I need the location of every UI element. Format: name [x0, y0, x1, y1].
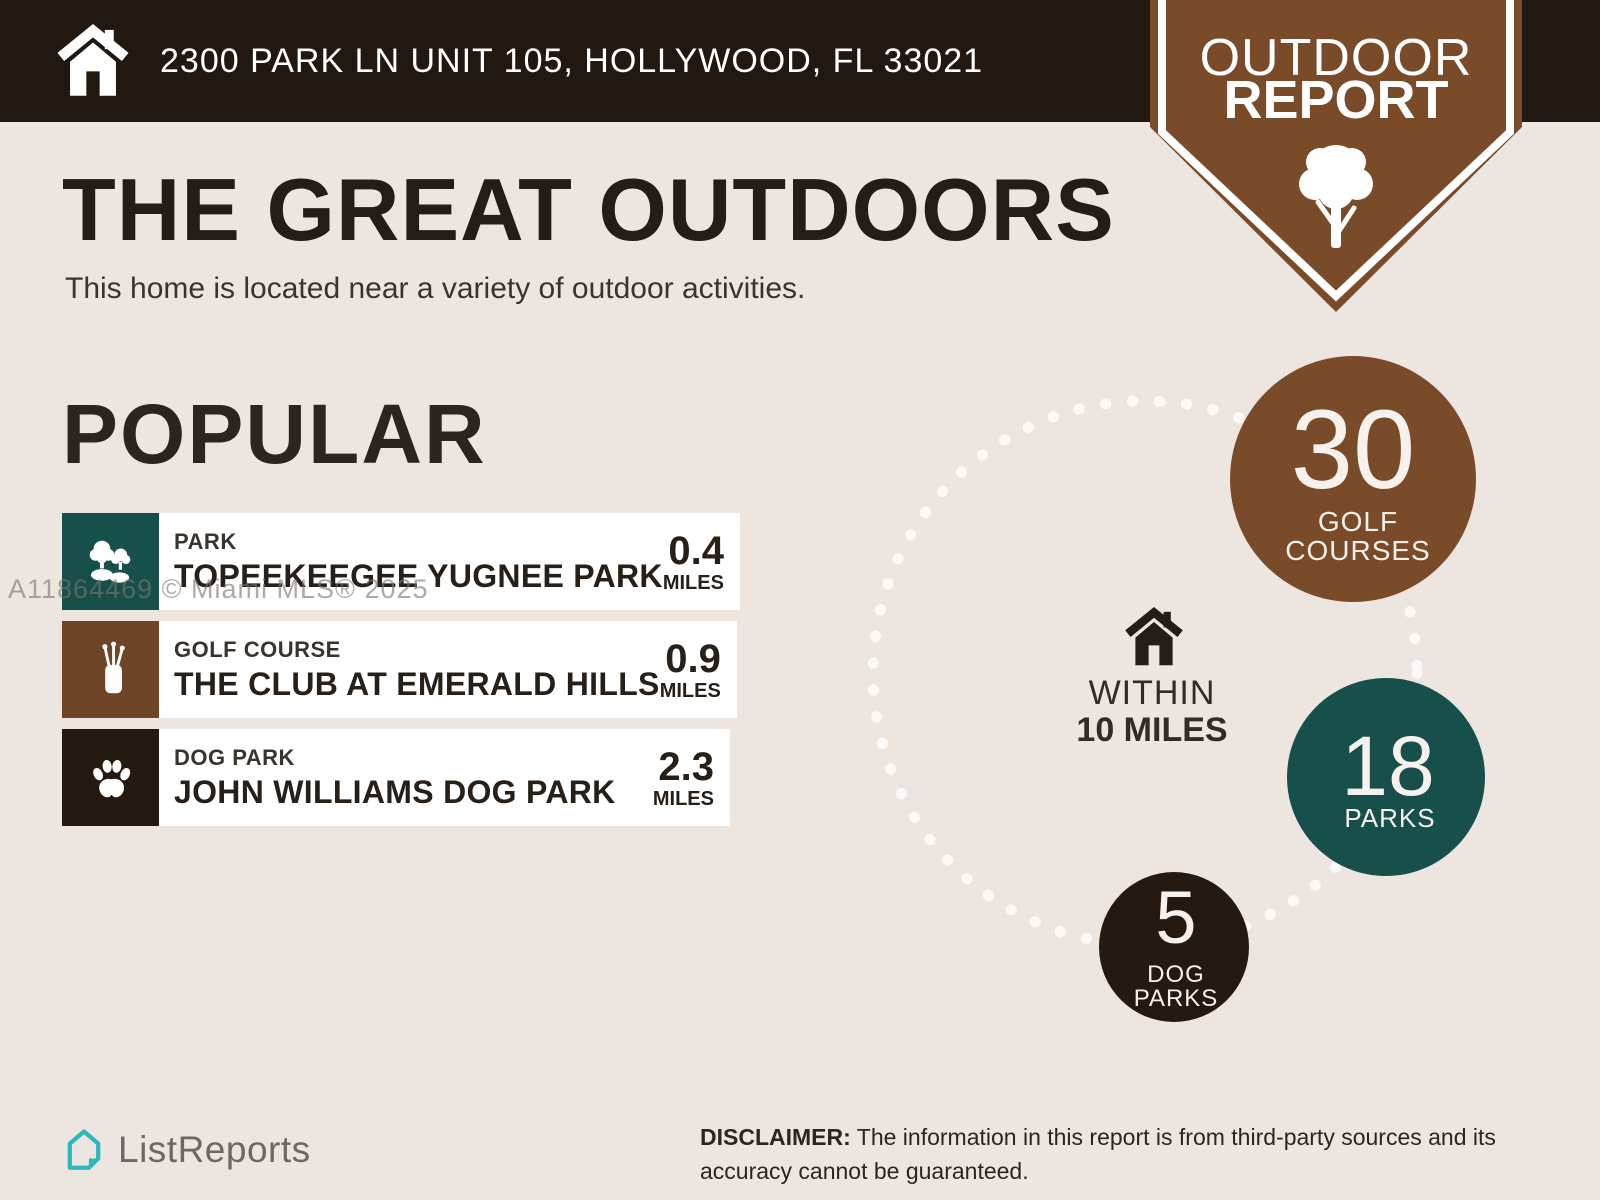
listreports-logo: ListReports — [62, 1128, 311, 1172]
stat-value: 30 — [1291, 387, 1416, 512]
poi-distance: 0.4 MILES — [663, 531, 740, 593]
poi-name: THE CLUB AT EMERALD HILLS — [174, 665, 660, 702]
stat-parks: 18 PARKS — [1287, 678, 1485, 876]
banner-title-line1: OUTDOOR — [1200, 29, 1473, 87]
home-icon — [1125, 607, 1183, 666]
stat-label: PARKS — [1134, 985, 1219, 1012]
disclaimer-label: DISCLAIMER: — [700, 1124, 851, 1150]
distance-value: 0.4 — [668, 528, 724, 573]
stat-label: GOLF — [1318, 506, 1398, 537]
distance-value: 2.3 — [658, 744, 714, 789]
mls-watermark: A11864469 © Miami MLS® 2025 — [8, 574, 429, 604]
poi-distance: 0.9 MILES — [660, 639, 737, 701]
distance-unit: MILES — [652, 787, 714, 810]
banner-title-line2: REPORT — [1223, 70, 1448, 130]
poi-row-park: PARK TOPEEKEEGEE YUGNEE PARK 0.4 MILES — [62, 513, 740, 610]
disclaimer: DISCLAIMER: The information in this repo… — [700, 1120, 1530, 1188]
radius-label: 10 MILES — [1076, 711, 1227, 749]
radius-visualization: WITHIN 10 MILES 30 GOLF COURSES 18 PARKS… — [867, 356, 1485, 1022]
poi-card: DOG PARK JOHN WILLIAMS DOG PARK 2.3 MILE… — [159, 729, 730, 826]
poi-distance: 2.3 MILES — [653, 747, 730, 809]
stat-label: DOG — [1147, 961, 1205, 988]
listreports-house-icon — [67, 1129, 101, 1170]
stat-dog-parks: 5 DOG PARKS — [1099, 872, 1249, 1022]
property-address: 2300 PARK LN UNIT 105, HOLLYWOOD, FL 330… — [160, 41, 984, 80]
poi-row-golf-course: GOLF COURSE THE CLUB AT EMERALD HILLS 0.… — [62, 621, 737, 718]
poi-card: GOLF COURSE THE CLUB AT EMERALD HILLS 0.… — [159, 621, 737, 718]
paw-icon — [62, 729, 159, 826]
stat-circle — [1099, 872, 1249, 1022]
stat-circle — [1287, 678, 1485, 876]
poi-name: JOHN WILLIAMS DOG PARK — [174, 773, 616, 810]
banner-border — [1158, 0, 1514, 302]
poi-category: PARK — [174, 528, 237, 554]
distance-value: 0.9 — [665, 636, 721, 681]
poi-name: TOPEEKEEGEE YUGNEE PARK — [174, 557, 663, 594]
stat-value: 5 — [1155, 876, 1196, 959]
home-icon — [57, 24, 129, 96]
poi-category: GOLF COURSE — [174, 636, 341, 662]
distance-unit: MILES — [662, 571, 724, 594]
poi-card: PARK TOPEEKEEGEE YUGNEE PARK 0.4 MILES — [159, 513, 740, 610]
poi-row-dog-park: DOG PARK JOHN WILLIAMS DOG PARK 2.3 MILE… — [62, 729, 730, 826]
poi-category: DOG PARK — [174, 744, 295, 770]
page-title: THE GREAT OUTDOORS — [62, 160, 1115, 259]
stat-value: 18 — [1341, 719, 1434, 813]
golf-bag-icon — [62, 621, 159, 718]
within-label: WITHIN — [1089, 674, 1216, 712]
disclaimer-text: The information in this report is from t… — [700, 1124, 1496, 1184]
brand-name: ListReports — [118, 1129, 311, 1170]
popular-heading: POPULAR — [62, 387, 487, 481]
distance-unit: MILES — [659, 679, 721, 702]
page-subtitle: This home is located near a variety of o… — [65, 272, 806, 305]
park-trees-icon — [62, 513, 159, 610]
outdoor-report-banner: OUTDOOR REPORT — [1150, 0, 1522, 312]
tree-icon — [1299, 145, 1373, 248]
stat-label: COURSES — [1285, 535, 1430, 566]
stat-golf-courses: 30 GOLF COURSES — [1230, 356, 1476, 602]
stat-label: PARKS — [1344, 803, 1435, 833]
stat-circle — [1230, 356, 1476, 602]
